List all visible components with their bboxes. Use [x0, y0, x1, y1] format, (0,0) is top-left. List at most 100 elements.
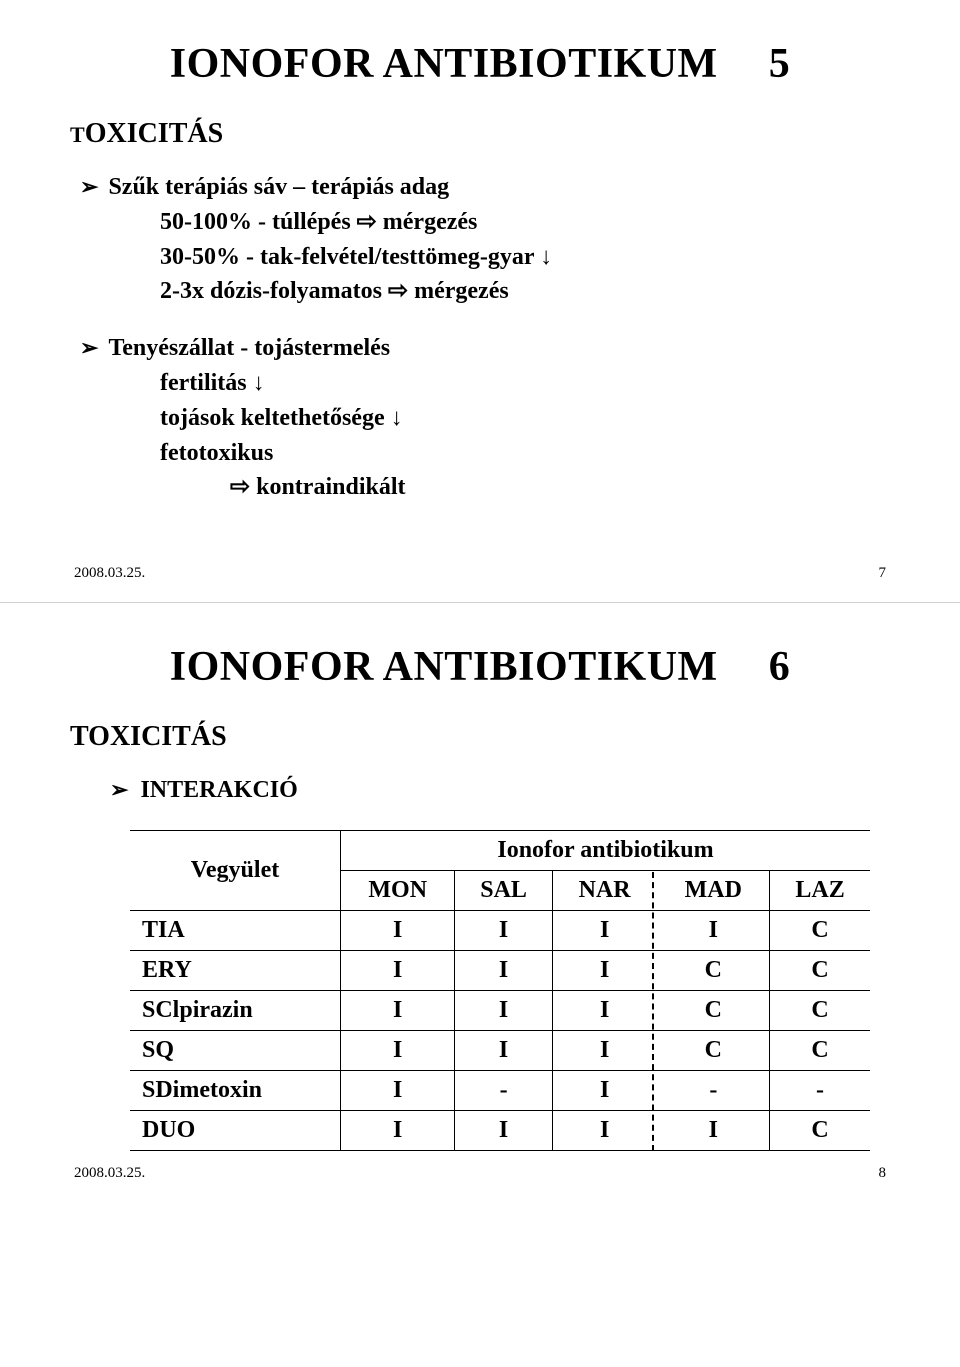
sub-heading-row: ➢ INTERAKCIÓ [110, 773, 890, 806]
cell: C [770, 991, 870, 1031]
col-header-laz: LAZ [770, 871, 870, 911]
slide-footer: 2008.03.25. 8 [70, 1165, 890, 1182]
table-row: ERY I I I C C [130, 951, 870, 991]
bullet-1-line-1b: mérgezés [377, 209, 478, 235]
row-label: ERY [130, 951, 341, 991]
cell: I [341, 1111, 455, 1151]
triangle-icon: ➢ [80, 331, 98, 364]
arrow-down-icon: ↓ [540, 244, 552, 270]
triangle-icon: ➢ [80, 170, 98, 203]
cell: I [455, 991, 552, 1031]
sub-heading: INTERAKCIÓ [140, 777, 297, 803]
title-number: 6 [769, 643, 791, 691]
cell: I [341, 1031, 455, 1071]
bullet-2-line-2-text: tojások keltethetősége [160, 405, 385, 431]
cell: C [770, 951, 870, 991]
bullet-1-line-2: 30-50% - tak-felvétel/testtömeg-gyar ↓ [160, 240, 890, 275]
bullet-1: ➢ Szűk terápiás sáv – terápiás adag 50-1… [80, 170, 890, 309]
cell: I [552, 1111, 657, 1151]
cell: C [770, 911, 870, 951]
col-header-compound: Vegyület [130, 831, 341, 911]
cell: I [341, 1071, 455, 1111]
cell: - [657, 1071, 770, 1111]
bullet-2-line-2: tojások keltethetősége ↓ [160, 401, 890, 436]
cell: C [657, 1031, 770, 1071]
col-header-sal: SAL [455, 871, 552, 911]
cell: I [552, 1071, 657, 1111]
section-heading-rest: TOXICITÁS [70, 721, 227, 752]
bullet-2-line-3: fetotoxikus [160, 436, 890, 471]
title-number: 5 [769, 40, 791, 88]
bullet-2-line-4: ⇨ kontraindikált [230, 470, 890, 505]
cell: C [657, 991, 770, 1031]
interaction-table: Vegyület Ionofor antibiotikum MON SAL NA… [130, 830, 870, 1151]
bullet-2-lead: Tenyészállat - tojástermelés [108, 331, 390, 366]
cell: - [455, 1071, 552, 1111]
table-row: SDimetoxin I - I - - [130, 1071, 870, 1111]
slide-title: IONOFOR ANTIBIOTIKUM 5 [70, 40, 890, 88]
bullet-2-line-4-text: kontraindikált [250, 474, 405, 500]
bullet-2: ➢ Tenyészállat - tojástermelés fertilitá… [80, 331, 890, 505]
triangle-icon: ➢ [110, 777, 128, 802]
col-header-nar: NAR [552, 871, 657, 911]
slide-6: IONOFOR ANTIBIOTIKUM 6 TOXICITÁS ➢ INTER… [0, 602, 960, 1202]
row-label: DUO [130, 1111, 341, 1151]
cell: I [455, 1111, 552, 1151]
col-header-group: Ionofor antibiotikum [341, 831, 871, 871]
bullet-2-line-1: fertilitás ↓ [160, 366, 890, 401]
cell: I [657, 1111, 770, 1151]
cell: I [455, 911, 552, 951]
bullet-2-line-1-text: fertilitás [160, 370, 247, 396]
bullet-1-line-1a: 50-100% - túllépés [160, 209, 357, 235]
table-row: SQ I I I C C [130, 1031, 870, 1071]
section-heading-rest: OXICITÁS [85, 118, 223, 149]
section-heading: TOXICITÁS [70, 721, 890, 753]
row-label: TIA [130, 911, 341, 951]
slide-title: IONOFOR ANTIBIOTIKUM 6 [70, 643, 890, 691]
cell: I [341, 911, 455, 951]
table-header-row-1: Vegyület Ionofor antibiotikum [130, 831, 870, 871]
col-header-mon: MON [341, 871, 455, 911]
cell: I [552, 991, 657, 1031]
cell: C [657, 951, 770, 991]
row-label: SQ [130, 1031, 341, 1071]
cell: - [770, 1071, 870, 1111]
cell: C [770, 1031, 870, 1071]
bullet-2-lead-row: ➢ Tenyészállat - tojástermelés [80, 331, 890, 366]
bullet-1-line-2-text: 30-50% - tak-felvétel/testtömeg-gyar [160, 244, 534, 270]
arrow-right-icon: ⇨ [357, 209, 377, 235]
cell: I [552, 911, 657, 951]
footer-page: 8 [879, 1165, 887, 1182]
cell: I [552, 951, 657, 991]
cell: C [770, 1111, 870, 1151]
bullet-1-line-3a: 2-3x dózis-folyamatos [160, 278, 388, 304]
footer-date: 2008.03.25. [74, 565, 145, 582]
table-row: DUO I I I I C [130, 1111, 870, 1151]
section-heading: TOXICITÁS [70, 118, 890, 150]
arrow-right-icon: ⇨ [388, 278, 408, 304]
bullet-1-line-1: 50-100% - túllépés ⇨ mérgezés [160, 205, 890, 240]
footer-date: 2008.03.25. [74, 1165, 145, 1182]
bullet-1-line-3: 2-3x dózis-folyamatos ⇨ mérgezés [160, 274, 890, 309]
bullet-1-lead-row: ➢ Szűk terápiás sáv – terápiás adag [80, 170, 890, 205]
arrow-down-icon: ↓ [253, 370, 265, 396]
cell: I [341, 951, 455, 991]
row-label: SClpirazin [130, 991, 341, 1031]
cell: I [455, 951, 552, 991]
table-row: TIA I I I I C [130, 911, 870, 951]
interaction-table-wrap: Vegyület Ionofor antibiotikum MON SAL NA… [130, 830, 870, 1151]
cell: I [657, 911, 770, 951]
footer-page: 7 [879, 565, 887, 582]
cell: I [552, 1031, 657, 1071]
cell: I [341, 991, 455, 1031]
cell: I [455, 1031, 552, 1071]
slide-5: IONOFOR ANTIBIOTIKUM 5 TOXICITÁS ➢ Szűk … [0, 0, 960, 602]
bullet-1-line-3b: mérgezés [408, 278, 509, 304]
section-heading-text: T [70, 122, 85, 147]
arrow-down-icon: ↓ [391, 405, 403, 431]
bullet-1-lead: Szűk terápiás sáv – terápiás adag [108, 170, 449, 205]
bullet-2-line-3-text: fetotoxikus [160, 440, 273, 466]
title-text: IONOFOR ANTIBIOTIKUM [170, 644, 718, 690]
row-label: SDimetoxin [130, 1071, 341, 1111]
table-row: SClpirazin I I I C C [130, 991, 870, 1031]
